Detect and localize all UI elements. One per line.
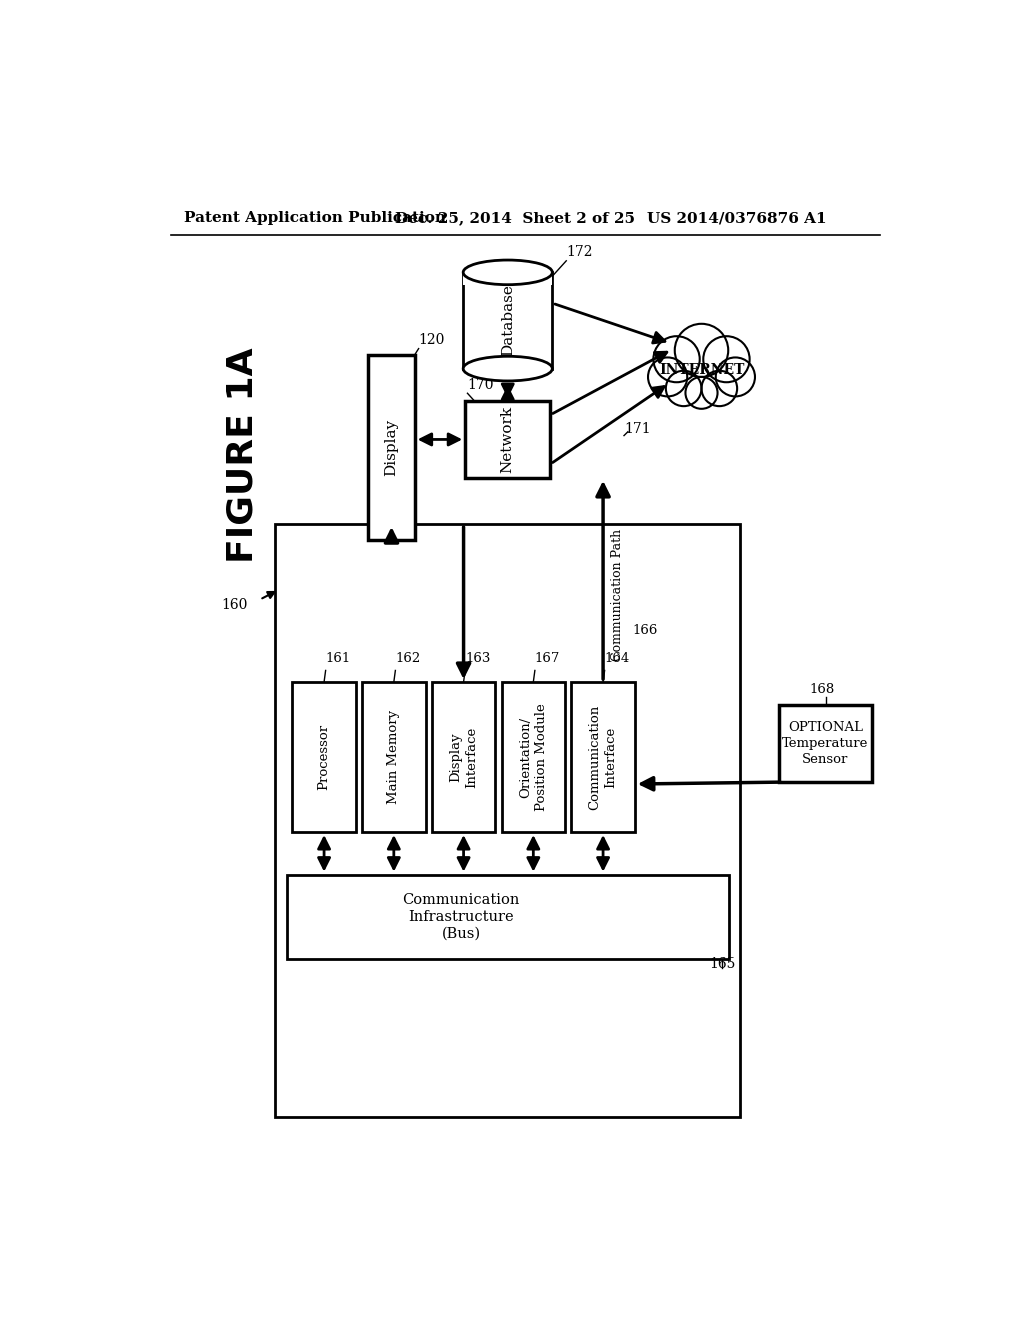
- Circle shape: [701, 371, 737, 407]
- Text: INTERNET: INTERNET: [658, 363, 744, 378]
- Text: 162: 162: [395, 652, 421, 665]
- Circle shape: [666, 371, 701, 407]
- Text: 160: 160: [222, 598, 248, 612]
- Circle shape: [653, 337, 699, 383]
- Text: Patent Application Publication: Patent Application Publication: [183, 211, 445, 226]
- Text: FIGURE 1A: FIGURE 1A: [225, 347, 260, 562]
- Text: Database: Database: [501, 285, 515, 356]
- Ellipse shape: [463, 356, 552, 381]
- Text: 165: 165: [710, 957, 735, 970]
- Text: Dec. 25, 2014  Sheet 2 of 25: Dec. 25, 2014 Sheet 2 of 25: [395, 211, 635, 226]
- Text: 120: 120: [419, 333, 445, 347]
- FancyBboxPatch shape: [502, 682, 565, 832]
- Text: Processor: Processor: [317, 723, 331, 791]
- Circle shape: [685, 378, 718, 409]
- FancyBboxPatch shape: [779, 705, 872, 781]
- FancyBboxPatch shape: [292, 682, 356, 832]
- Text: 167: 167: [535, 652, 560, 665]
- Text: Communication
Infrastructure
(Bus): Communication Infrastructure (Bus): [402, 892, 520, 941]
- Text: 164: 164: [604, 652, 630, 665]
- Text: Main Memory: Main Memory: [387, 710, 400, 804]
- Text: Display: Display: [384, 418, 398, 475]
- FancyBboxPatch shape: [362, 682, 426, 832]
- Text: 172: 172: [566, 244, 593, 259]
- Bar: [463, 272, 552, 368]
- Text: Orientation/
Position Module: Orientation/ Position Module: [519, 704, 548, 810]
- Text: Communication
Interface: Communication Interface: [589, 705, 617, 809]
- Text: 171: 171: [624, 421, 650, 436]
- Bar: [463, 273, 552, 285]
- Text: US 2014/0376876 A1: US 2014/0376876 A1: [647, 211, 826, 226]
- FancyBboxPatch shape: [465, 401, 550, 478]
- Text: Communication Path: Communication Path: [611, 529, 624, 661]
- Text: Display
Interface: Display Interface: [450, 726, 478, 788]
- Text: Network: Network: [501, 405, 515, 473]
- Text: 168: 168: [809, 682, 835, 696]
- FancyBboxPatch shape: [432, 682, 496, 832]
- Text: OPTIONAL
Temperature
Sensor: OPTIONAL Temperature Sensor: [782, 721, 868, 766]
- FancyBboxPatch shape: [571, 682, 635, 832]
- Circle shape: [716, 358, 755, 396]
- Circle shape: [703, 337, 750, 383]
- Circle shape: [675, 323, 728, 378]
- FancyBboxPatch shape: [369, 355, 415, 540]
- Circle shape: [648, 358, 687, 396]
- Ellipse shape: [463, 260, 552, 285]
- Text: 166: 166: [633, 623, 657, 636]
- FancyBboxPatch shape: [287, 874, 729, 960]
- Text: 161: 161: [326, 652, 351, 665]
- Text: 163: 163: [465, 652, 490, 665]
- Text: 170: 170: [467, 378, 494, 392]
